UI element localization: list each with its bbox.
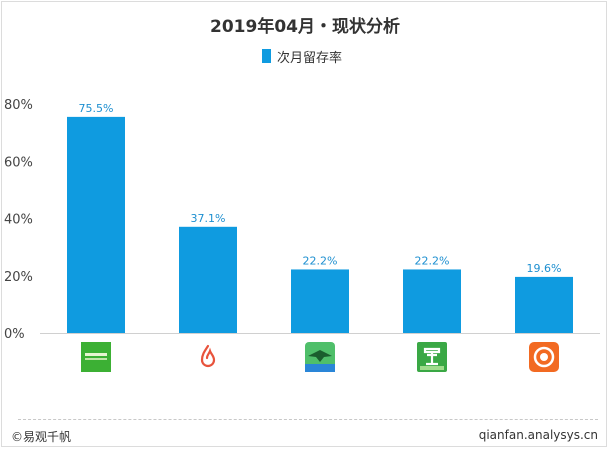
app-icon-flame bbox=[193, 342, 223, 372]
app-icon-green-store bbox=[81, 342, 111, 372]
y-tick-label: 60% bbox=[4, 155, 33, 170]
y-tick-label: 80% bbox=[4, 98, 33, 113]
data-label-1: 75.5% bbox=[79, 102, 114, 115]
bar-3[interactable] bbox=[291, 269, 349, 333]
footer-divider bbox=[18, 419, 598, 420]
bar-2[interactable] bbox=[179, 226, 237, 333]
y-tick-label: 40% bbox=[4, 213, 33, 228]
app-icon-bird bbox=[305, 342, 335, 372]
data-label-2: 37.1% bbox=[191, 212, 226, 225]
y-tick-label: 0% bbox=[4, 327, 25, 342]
data-label-5: 19.6% bbox=[527, 262, 562, 275]
footer-url[interactable]: qianfan.analysys.cn bbox=[478, 428, 598, 442]
app-icon-orange-circle bbox=[529, 342, 559, 372]
data-label-3: 22.2% bbox=[303, 254, 338, 267]
legend-label: 次月留存率 bbox=[277, 50, 343, 66]
app-icon-buy bbox=[417, 342, 447, 372]
bar-5[interactable] bbox=[515, 276, 573, 333]
chart-title: 2019年04月・现状分析 bbox=[210, 17, 400, 37]
footer-copyright: ©易观千帆 bbox=[11, 430, 72, 444]
legend-swatch bbox=[262, 49, 271, 63]
bar-4[interactable] bbox=[403, 269, 461, 333]
data-label-4: 22.2% bbox=[415, 254, 450, 267]
y-tick-label: 20% bbox=[4, 270, 33, 285]
bar-1[interactable] bbox=[67, 116, 125, 333]
legend[interactable]: 次月留存率 bbox=[262, 48, 343, 66]
